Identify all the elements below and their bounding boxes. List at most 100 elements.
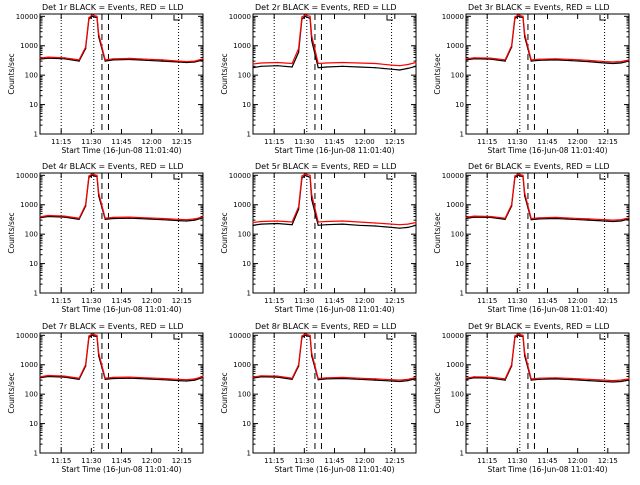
data-point-events [304, 174, 306, 176]
data-point-lld [587, 378, 589, 380]
data-point-events [177, 379, 180, 382]
data-point-events [415, 377, 417, 380]
data-point-events [587, 379, 589, 382]
data-point-events [252, 67, 254, 69]
data-point-lld [399, 65, 401, 67]
data-point-lld [517, 14, 519, 16]
y-tick-label: 10000 [442, 13, 464, 21]
y-tick-label: 1000 [20, 361, 38, 369]
data-point-lld [194, 60, 196, 62]
data-point-lld [78, 59, 80, 61]
x-tick-label: 12:15 [385, 138, 405, 146]
data-point-events [325, 224, 327, 226]
x-tick-label: 12:00 [142, 297, 162, 305]
y-tick-label: 100 [25, 72, 38, 80]
y-tick-label: 1000 [233, 42, 251, 50]
x-tick-label: 11:45 [111, 457, 131, 465]
data-point-events [587, 219, 589, 221]
y-tick-label: 100 [238, 391, 251, 399]
data-point-lld [603, 60, 606, 63]
x-axis-label: Start Time (16-Jun-08 11:01:40) [488, 465, 608, 474]
data-point-events [252, 224, 254, 226]
data-point-lld [63, 375, 66, 377]
series-line-lld [252, 333, 417, 381]
series-line-events [252, 15, 417, 71]
data-point-lld [465, 216, 467, 219]
data-point-events [555, 59, 557, 61]
data-point-events [555, 217, 557, 220]
data-point-events [517, 15, 519, 17]
data-point-lld [511, 204, 513, 206]
data-point-lld [112, 58, 114, 60]
data-point-lld [161, 377, 163, 380]
y-axis-label: Counts/sec [220, 53, 229, 94]
data-point-lld [538, 377, 540, 379]
data-point-lld [260, 220, 262, 223]
data-point-events [612, 220, 614, 223]
data-point-lld [465, 58, 467, 60]
data-point-lld [39, 376, 41, 378]
y-tick-label: 1 [34, 450, 38, 458]
x-tick-label: 11:15 [477, 297, 497, 305]
data-point-events [473, 58, 475, 60]
data-point-lld [311, 352, 313, 354]
series-line-lld [39, 14, 204, 63]
data-point-lld [325, 220, 327, 223]
data-point-events [112, 59, 114, 61]
data-point-lld [524, 192, 526, 194]
data-point-lld [628, 217, 630, 219]
data-point-events [276, 222, 279, 225]
data-point-events [129, 58, 131, 61]
bracket-marker [386, 334, 393, 340]
x-tick-label: 12:00 [355, 457, 375, 465]
data-point-events [358, 378, 360, 380]
bracket-marker [173, 174, 180, 180]
y-axis-label: Counts/sec [7, 372, 16, 413]
data-point-lld [524, 33, 526, 35]
data-point-events [517, 174, 519, 176]
y-tick-label: 100 [451, 391, 464, 399]
x-tick-label: 11:30 [294, 138, 314, 146]
data-point-events [194, 219, 196, 221]
data-point-events [465, 59, 467, 61]
data-point-lld [252, 221, 254, 224]
y-tick-label: 10000 [16, 13, 38, 21]
data-point-events [612, 381, 614, 383]
data-point-lld [47, 56, 49, 58]
y-tick-label: 10000 [442, 172, 464, 180]
data-point-lld [587, 59, 589, 61]
data-point-lld [374, 378, 376, 380]
data-point-events [342, 377, 344, 380]
series-line-events [252, 174, 417, 229]
data-point-events [415, 65, 417, 67]
y-tick-label: 10 [242, 101, 251, 109]
data-point-events [317, 379, 319, 381]
panel-title: Det 2r BLACK = Events, RED = LLD [255, 3, 397, 12]
data-point-events [489, 58, 492, 60]
data-point-lld [415, 61, 417, 64]
data-point-lld [317, 62, 319, 65]
data-point-events [571, 60, 573, 62]
data-point-lld [39, 216, 41, 218]
data-point-events [104, 378, 106, 380]
data-point-lld [145, 377, 147, 379]
data-point-events [325, 66, 327, 68]
x-tick-label: 11:45 [111, 297, 131, 305]
data-point-lld [399, 224, 401, 226]
data-point-events [399, 227, 401, 229]
x-tick-label: 11:15 [264, 297, 284, 305]
data-point-events [465, 378, 467, 380]
data-point-lld [298, 47, 300, 50]
x-tick-label: 11:45 [324, 457, 344, 465]
y-tick-label: 1 [247, 131, 251, 139]
y-tick-label: 10 [29, 101, 38, 109]
y-tick-label: 10000 [229, 172, 251, 180]
data-point-lld [342, 220, 344, 222]
data-point-lld [309, 15, 311, 17]
data-point-events [465, 217, 467, 220]
data-point-lld [112, 216, 114, 219]
data-point-lld [415, 221, 417, 224]
data-point-events [194, 379, 196, 381]
x-tick-label: 12:15 [598, 138, 618, 146]
